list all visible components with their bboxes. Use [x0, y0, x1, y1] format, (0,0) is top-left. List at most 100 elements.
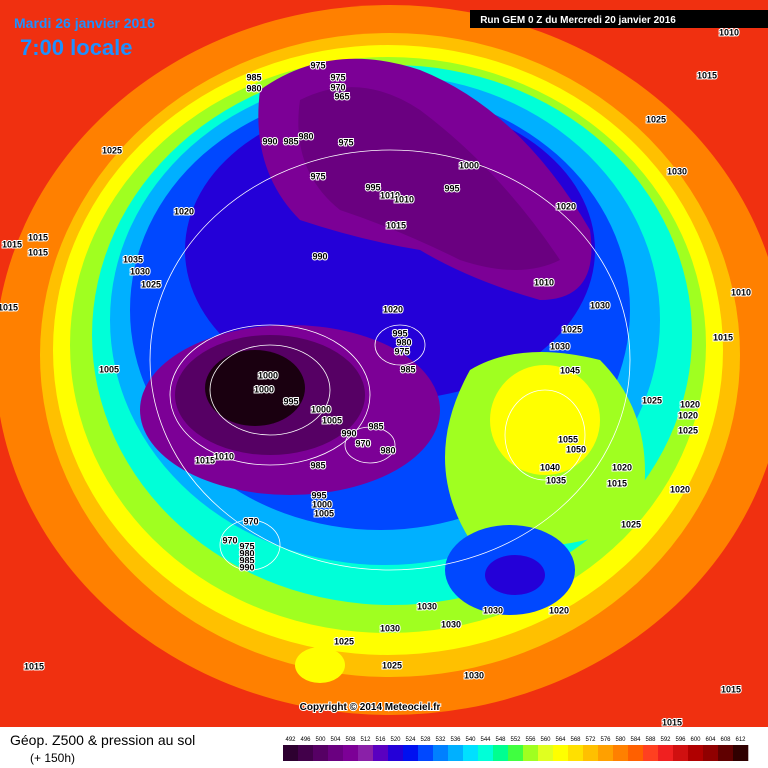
isobar-label: 1030 — [550, 341, 570, 351]
color-swatch — [508, 745, 524, 761]
isobar-label: 1020 — [549, 605, 569, 615]
isobar-label: 1015 — [662, 717, 682, 727]
isobar-label: 970 — [243, 516, 258, 526]
isobar-label: 1020 — [174, 206, 194, 216]
isobar — [344, 426, 396, 464]
isobar-label: 1035 — [546, 475, 566, 485]
scale-label: 560 — [540, 737, 551, 743]
isobar-label: 1040 — [540, 462, 560, 472]
isobar-label: 1000 — [254, 384, 274, 394]
color-swatch — [598, 745, 614, 761]
scale-label: 588 — [645, 737, 656, 743]
isobar-label: 1015 — [2, 239, 22, 249]
isobar-label: 1020 — [556, 201, 576, 211]
legend-title: Géop. Z500 & pression au sol — [10, 732, 195, 748]
field — [295, 647, 345, 683]
isobar-label: 975 — [330, 72, 345, 82]
isobar-label: 1030 — [590, 300, 610, 310]
isobar-label: 1045 — [560, 365, 580, 375]
scale-label: 548 — [495, 737, 506, 743]
isobar-label: 1015 — [195, 455, 215, 465]
isobar-label: 985 — [283, 136, 298, 146]
isobar-label: 1015 — [386, 220, 406, 230]
isobar-label: 990 — [262, 136, 277, 146]
isobar-label: 1025 — [642, 395, 662, 405]
isobar — [169, 324, 371, 466]
isobar-label: 975 — [338, 137, 353, 147]
isobar-label: 1020 — [612, 462, 632, 472]
color-swatch — [343, 745, 359, 761]
color-swatch — [493, 745, 509, 761]
color-swatch — [433, 745, 449, 761]
isobar-label: 980 — [396, 337, 411, 347]
color-swatch — [613, 745, 629, 761]
isobar-label: 990 — [341, 428, 356, 438]
isobar-label: 1015 — [0, 302, 18, 312]
scale-label: 524 — [405, 737, 416, 743]
isobar — [219, 519, 281, 571]
isobar — [209, 344, 331, 436]
scale-label: 592 — [660, 737, 671, 743]
isobar-label: 1005 — [99, 364, 119, 374]
isobar-label: 1010 — [731, 287, 751, 297]
isobar-label: 970 — [355, 438, 370, 448]
isobar-label: 1025 — [382, 660, 402, 670]
isobar-label: 1030 — [380, 623, 400, 633]
isobar-label: 990 — [312, 251, 327, 261]
copyright: Copyright © 2014 Meteociel.fr — [300, 702, 441, 713]
isobar-label: 1035 — [123, 254, 143, 264]
scale-label: 532 — [435, 737, 446, 743]
color-swatch — [718, 745, 734, 761]
isobar-label: 1055 — [558, 434, 578, 444]
color-swatch — [688, 745, 704, 761]
field — [485, 555, 545, 595]
scale-label: 564 — [555, 737, 566, 743]
color-swatch — [733, 745, 749, 761]
color-swatch — [358, 745, 374, 761]
isobar-label: 975 — [394, 346, 409, 356]
isobar-label: 985 — [310, 460, 325, 470]
isobar-label: 975 — [239, 541, 254, 551]
isobar-label: 995 — [311, 490, 326, 500]
time: 7:00 locale — [20, 35, 133, 60]
color-swatch — [283, 745, 299, 761]
isobar-label: 1000 — [258, 370, 278, 380]
isobar-label: 1010 — [534, 277, 554, 287]
isobar-label: 1015 — [607, 478, 627, 488]
isobar-label: 1010 — [214, 451, 234, 461]
isobar-label: 1015 — [713, 332, 733, 342]
scale-label: 540 — [465, 737, 476, 743]
isobar-label: 980 — [380, 445, 395, 455]
isobar-label: 980 — [246, 83, 261, 93]
scale-label: 520 — [390, 737, 401, 743]
isobar-label: 1030 — [667, 166, 687, 176]
isobar-label: 1030 — [441, 619, 461, 629]
field — [205, 350, 305, 426]
color-swatch — [463, 745, 479, 761]
run-info: Run GEM 0 Z du Mercredi 20 janvier 2016 — [480, 15, 676, 26]
color-swatch — [298, 745, 314, 761]
isobar-label: 1030 — [130, 266, 150, 276]
scale-label: 608 — [720, 737, 731, 743]
scale-label: 528 — [420, 737, 431, 743]
isobar-label: 1000 — [311, 404, 331, 414]
isobar-label: 1030 — [464, 670, 484, 680]
scale-label: 496 — [300, 737, 311, 743]
color-swatch — [448, 745, 464, 761]
isobar-label: 1025 — [102, 145, 122, 155]
color-swatch — [658, 745, 674, 761]
isobar — [374, 324, 426, 366]
scale-label: 552 — [510, 737, 521, 743]
isobar-label: 1015 — [28, 247, 48, 257]
field — [490, 365, 600, 475]
scale-label: 504 — [330, 737, 341, 743]
isobar-label: 995 — [392, 328, 407, 338]
color-swatch — [628, 745, 644, 761]
isobar-label: 1000 — [459, 160, 479, 170]
isobar-label: 1015 — [697, 70, 717, 80]
run-box — [470, 10, 768, 28]
isobar-label: 1010 — [719, 27, 739, 37]
isobar-label: 1025 — [334, 636, 354, 646]
